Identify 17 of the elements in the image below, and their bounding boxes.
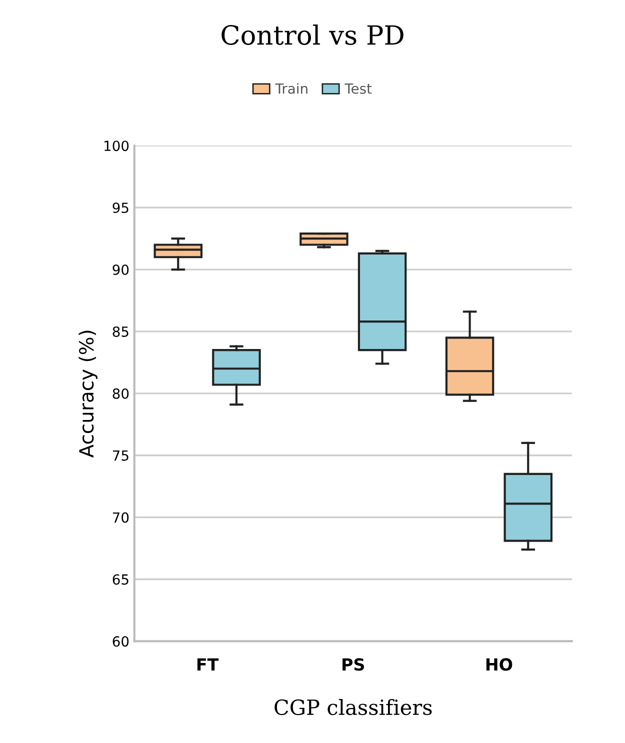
y-axis-title: Accuracy (%) xyxy=(78,330,98,458)
y-tick-label: 100 xyxy=(104,140,129,152)
y-tick-label: 90 xyxy=(112,264,129,275)
x-axis-title: CGP classifiers xyxy=(274,699,432,716)
y-tick-label: 95 xyxy=(112,202,128,214)
legend-label: Train xyxy=(275,83,308,94)
x-tick-label: FT xyxy=(197,658,219,671)
chart-title: Control vs PD xyxy=(222,24,404,45)
x-tick-label: HO xyxy=(486,658,512,671)
y-tick-label: 85 xyxy=(112,326,128,337)
y-tick-label: 70 xyxy=(112,512,129,523)
legend-label: Test xyxy=(344,84,372,94)
y-tick-label: 65 xyxy=(112,574,128,585)
y-tick-label: 60 xyxy=(112,636,129,647)
y-tick-label: 75 xyxy=(112,450,128,461)
y-tick-label: 80 xyxy=(112,388,129,399)
x-tick-label: PS xyxy=(342,658,364,671)
